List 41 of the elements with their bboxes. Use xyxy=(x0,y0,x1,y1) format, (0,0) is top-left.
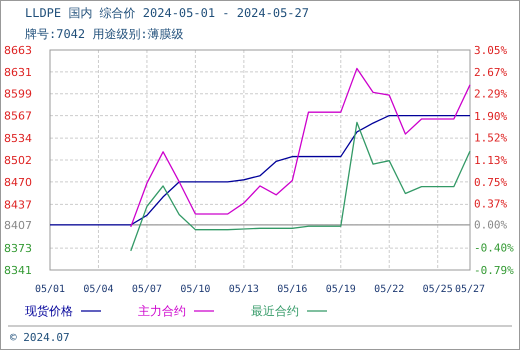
y-tick-label: 8631 xyxy=(4,66,32,79)
y-tick-label: 8470 xyxy=(4,176,32,189)
y-tick-label: 8534 xyxy=(4,132,32,146)
chart-title: LLDPE 国内 综合价 2024-05-01 - 2024-05-27 xyxy=(25,6,309,20)
y-tick-label: 8599 xyxy=(4,88,32,101)
legend-label: 主力合约 xyxy=(138,304,186,318)
y2-tick-label: 1.13% xyxy=(474,154,508,167)
x-tick-label: 05/01 xyxy=(34,284,66,295)
y2-tick-label: -0.79% xyxy=(474,264,514,277)
y-tick-label: 8663 xyxy=(4,44,32,57)
line-series xyxy=(49,114,471,226)
y2-tick-label: 0.75% xyxy=(474,176,508,189)
x-tick-label: 05/16 xyxy=(277,284,308,295)
x-tick-label: 05/10 xyxy=(180,284,210,295)
y-tick-label: 8341 xyxy=(4,264,32,277)
y-tick-label: 8437 xyxy=(4,198,32,212)
y-tick-label: 8502 xyxy=(4,154,32,167)
y-tick-label: 8373 xyxy=(4,242,32,256)
x-tick-label: 05/25 xyxy=(422,284,453,295)
y2-tick-label: 2.67% xyxy=(474,66,508,79)
y2-tick-label: 0.37% xyxy=(474,198,508,211)
y2-tick-label: 2.29% xyxy=(474,88,508,101)
y2-tick-label: 3.05% xyxy=(474,44,508,57)
legend-label: 现货价格 xyxy=(25,304,73,318)
y2-tick-label: -0.40% xyxy=(474,242,514,255)
text: © 2024.07 xyxy=(10,331,70,344)
y2-tick-label: 1.90% xyxy=(474,110,508,123)
chart-subtitle: 牌号:7042 用途级别:薄膜级 xyxy=(25,27,184,41)
x-tick-label: 05/07 xyxy=(132,284,162,295)
x-tick-label: 05/04 xyxy=(83,284,114,295)
y-tick-label: 8407 xyxy=(4,218,32,232)
y2-tick-label: 0.00% xyxy=(474,218,508,232)
x-tick-label: 05/19 xyxy=(326,284,356,295)
x-tick-label: 05/27 xyxy=(454,284,486,295)
y-tick-label: 8567 xyxy=(4,110,32,123)
legend-label: 最近合约 xyxy=(251,304,299,318)
line-series xyxy=(130,122,471,252)
x-tick-label: 05/13 xyxy=(228,284,259,295)
y2-tick-label: 1.52% xyxy=(474,132,508,145)
x-tick-label: 05/22 xyxy=(374,284,404,295)
line-series xyxy=(130,68,471,228)
